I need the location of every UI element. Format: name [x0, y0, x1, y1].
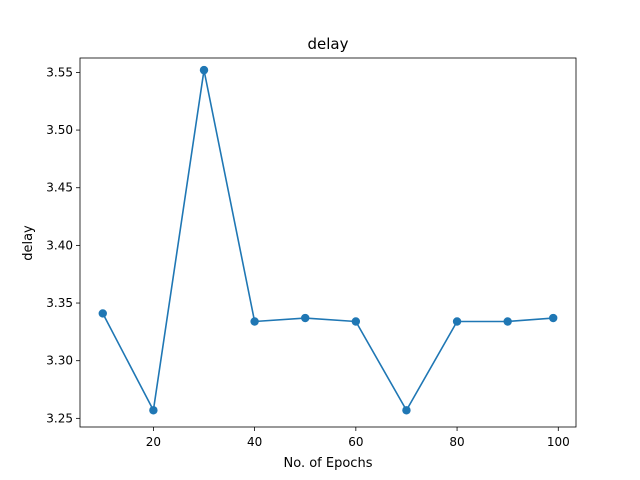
y-tick-label: 3.55 — [46, 65, 73, 79]
data-point — [98, 309, 107, 318]
data-point — [351, 317, 361, 326]
data-point — [250, 317, 259, 326]
data-point — [199, 65, 209, 75]
plot-area: 20 40 60 80 100 3.25 3.30 3.35 3.40 3.45 3.50 3.55 — [46, 57, 577, 449]
data-point — [402, 406, 411, 415]
data-point — [149, 406, 158, 415]
y-tick-label: 3.30 — [46, 354, 73, 368]
y-tick-label: 3.45 — [46, 181, 73, 195]
x-tick-label: 60 — [348, 435, 363, 449]
y-tick-label: 3.25 — [46, 411, 73, 425]
series-line — [102, 69, 554, 412]
data-point — [452, 317, 462, 326]
axes-frame — [79, 57, 577, 428]
data-point — [503, 317, 512, 326]
x-tick-label: 80 — [449, 435, 464, 449]
y-tick-label: 3.35 — [46, 296, 73, 310]
y-tick-label: 3.40 — [46, 238, 73, 252]
y-tick-label: 3.50 — [46, 123, 73, 137]
y-axis-label: delay — [21, 225, 36, 261]
x-tick-label: 40 — [247, 435, 262, 449]
x-axis-label: No. of Epochs — [284, 456, 373, 471]
x-tick-label: 20 — [146, 435, 161, 449]
data-point — [301, 313, 310, 323]
data-point — [549, 313, 558, 323]
chart-title: delay — [308, 35, 349, 53]
x-tick-label: 100 — [547, 435, 570, 449]
